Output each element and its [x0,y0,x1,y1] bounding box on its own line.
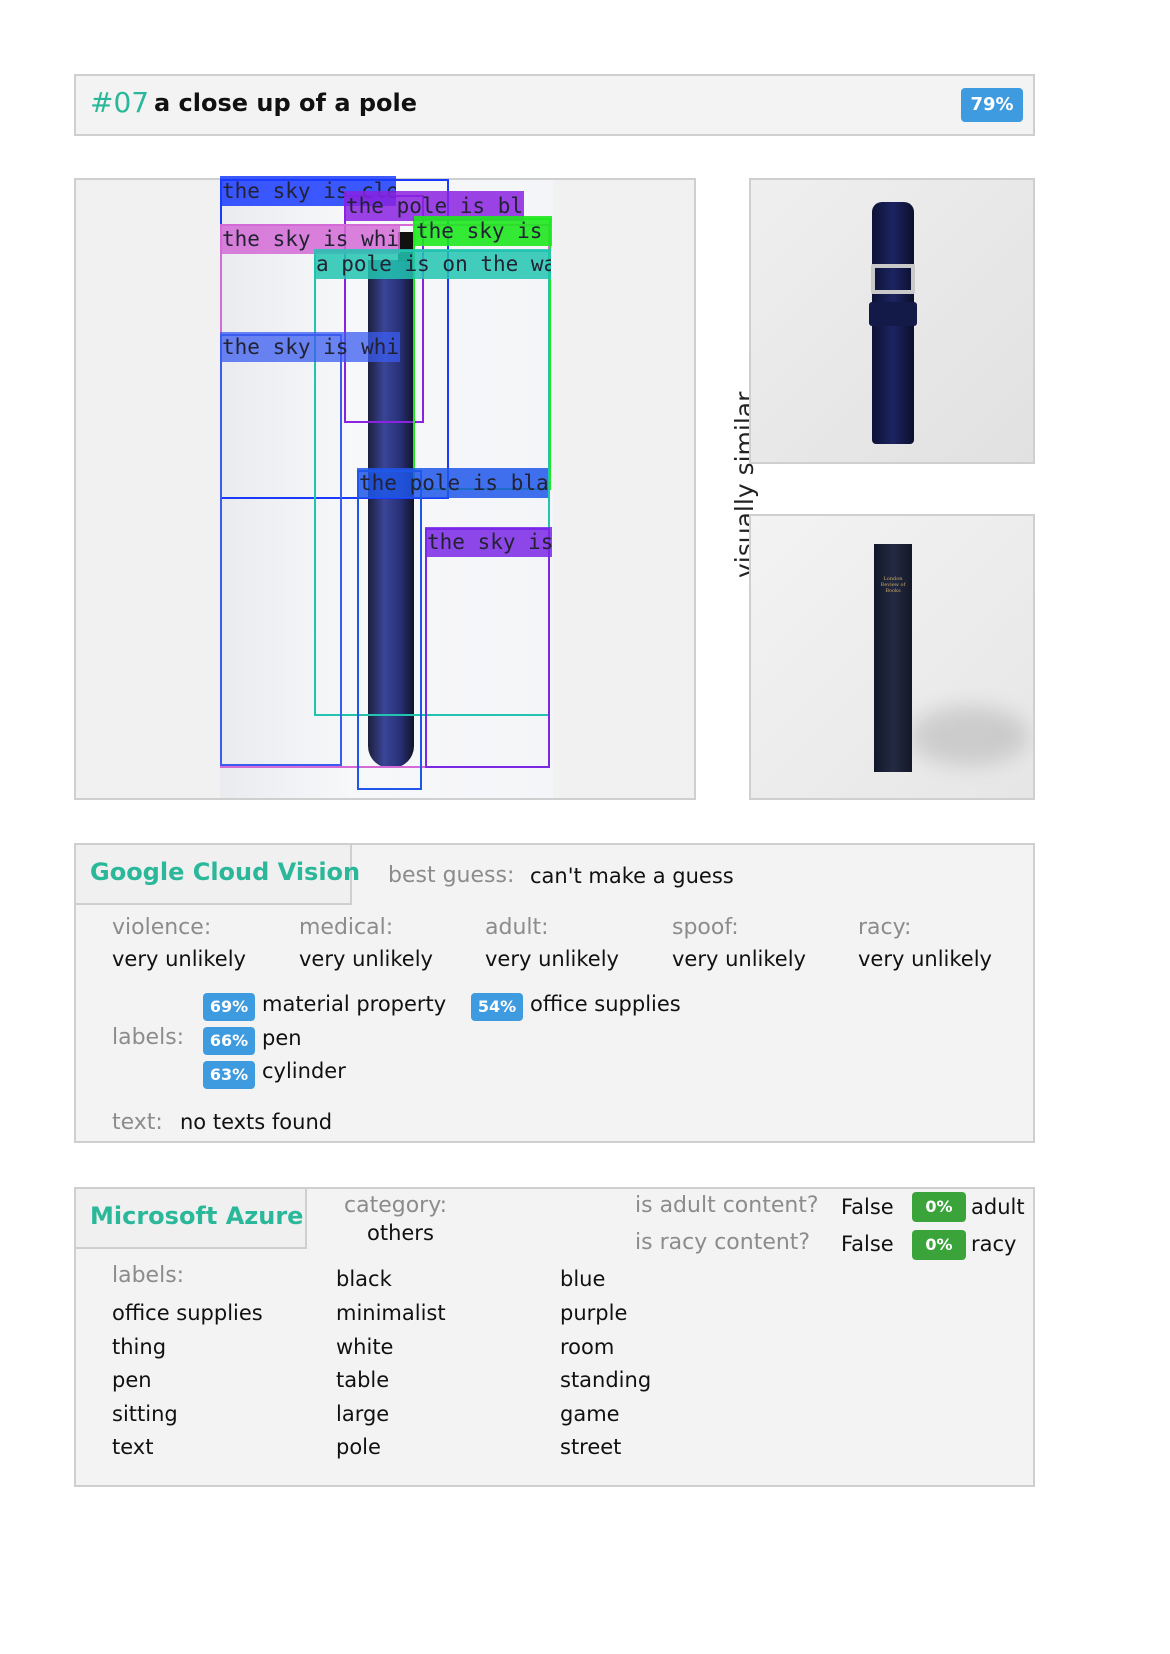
azure-label: black [336,1267,392,1291]
azure-panel: Microsoft Azure category: others is adul… [74,1187,1035,1487]
adult-tag: adult [971,1195,1025,1219]
azure-label: table [336,1368,390,1392]
azure-label: standing [560,1368,652,1392]
safe-adult-value: very unlikely [485,947,619,971]
azure-label: pole [336,1435,381,1459]
racy-score-badge: 0% [912,1230,966,1260]
azure-label: text [112,1435,154,1459]
azure-label: white [336,1335,394,1359]
azure-label: pen [112,1368,152,1392]
annotation-label: the sky is w [414,216,552,246]
label-score-badge: 66% [203,1027,255,1055]
best-guess-value: can't make a guess [530,864,734,888]
category-label: category: [344,1193,448,1218]
adult-score-badge: 0% [912,1192,966,1222]
label-name: pen [262,1026,302,1050]
azure-label: minimalist [336,1301,446,1325]
safe-adult-label: adult: [485,915,549,940]
strap-loop [869,302,917,326]
image-number: #07 [90,86,150,119]
safe-racy-value: very unlikely [858,947,992,971]
safe-spoof-value: very unlikely [672,947,806,971]
safe-racy-label: racy: [858,915,912,940]
safe-violence-label: violence: [112,915,212,940]
gcv-title: Google Cloud Vision [90,858,361,886]
image-caption: a close up of a pole [154,89,418,117]
azure-label: street [560,1435,622,1459]
azure-title-tab: Microsoft Azure [74,1187,307,1249]
book-spine [874,544,912,772]
bbox-pole-black [357,470,422,790]
bbox-sky-white-blue [220,334,342,766]
safe-spoof-label: spoof: [672,915,739,940]
similar-image-watch-strap [749,178,1035,464]
azure-label: purple [560,1301,628,1325]
safe-medical-value: very unlikely [299,947,433,971]
label-name: cylinder [262,1059,346,1083]
azure-title: Microsoft Azure [90,1202,304,1230]
azure-label: room [560,1335,615,1359]
bbox-sky-purple [425,528,550,768]
annotation-label: a pole is on the wall [314,249,551,279]
annotation-label: the sky is [425,527,552,557]
safe-medical-label: medical: [299,915,394,940]
gcv-text-label: text: [112,1110,163,1135]
book-spine-text: London Review of Books [880,576,906,594]
azure-label: office supplies [112,1301,263,1325]
azure-labels-label: labels: [112,1263,185,1288]
caption-score-badge: 79% [961,88,1023,122]
racy-question: is racy content? [635,1230,811,1255]
best-guess-label: best guess: [388,863,515,888]
racy-answer: False [841,1232,894,1256]
gcv-panel: Google Cloud Vision best guess: can't ma… [74,843,1035,1143]
gcv-title-tab: Google Cloud Vision [74,843,360,905]
azure-label: game [560,1402,620,1426]
gcv-text-value: no texts found [180,1110,333,1134]
caption-header: #07 a close up of a pole 79% [74,74,1035,136]
book-shadow [909,706,1029,766]
adult-answer: False [841,1195,894,1219]
azure-label: blue [560,1267,606,1291]
gcv-labels-label: labels: [112,1025,185,1050]
strap-buckle [871,264,915,294]
category-value: others [367,1221,434,1245]
safe-violence-value: very unlikely [112,947,246,971]
similar-image-book: London Review of Books [749,514,1035,800]
annotation-label: the pole is black [357,468,548,498]
label-name: material property [262,992,447,1016]
label-score-badge: 54% [471,993,523,1021]
annotation-label: the sky is white [220,332,400,362]
adult-question: is adult content? [635,1193,819,1218]
azure-label: sitting [112,1402,178,1426]
label-score-badge: 69% [203,993,255,1021]
racy-tag: racy [971,1232,1017,1256]
azure-label: thing [112,1335,167,1359]
azure-label: large [336,1402,390,1426]
label-name: office supplies [530,992,681,1016]
label-score-badge: 63% [203,1061,255,1089]
